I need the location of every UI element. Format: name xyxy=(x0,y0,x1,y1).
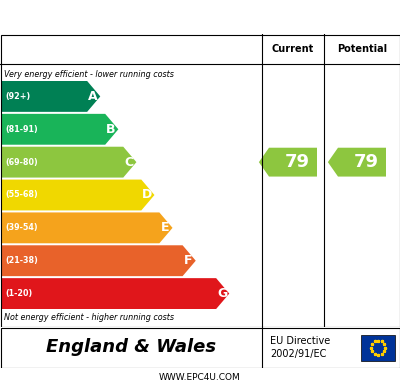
Text: (1-20): (1-20) xyxy=(5,289,32,298)
Bar xyxy=(361,334,395,360)
Polygon shape xyxy=(2,212,172,243)
Text: EU Directive: EU Directive xyxy=(270,336,330,346)
Polygon shape xyxy=(328,148,386,177)
Text: WWW.EPC4U.COM: WWW.EPC4U.COM xyxy=(159,374,241,383)
Text: (69-80): (69-80) xyxy=(5,158,38,166)
Text: (39-54): (39-54) xyxy=(5,223,38,232)
Text: B: B xyxy=(106,123,116,136)
Text: England & Wales: England & Wales xyxy=(46,338,216,357)
Polygon shape xyxy=(2,245,196,276)
Text: G: G xyxy=(217,287,227,300)
Text: Potential: Potential xyxy=(337,44,387,54)
Text: F: F xyxy=(184,254,192,267)
Text: (21-38): (21-38) xyxy=(5,256,38,265)
Text: 2002/91/EC: 2002/91/EC xyxy=(270,349,326,359)
Polygon shape xyxy=(2,147,136,178)
Polygon shape xyxy=(2,114,118,145)
Text: Very energy efficient - lower running costs: Very energy efficient - lower running co… xyxy=(4,70,174,79)
Text: E: E xyxy=(160,222,169,234)
Text: (92+): (92+) xyxy=(5,92,30,101)
Text: 79: 79 xyxy=(354,153,378,171)
Polygon shape xyxy=(2,278,229,309)
Text: (55-68): (55-68) xyxy=(5,191,38,199)
Text: (81-91): (81-91) xyxy=(5,125,38,134)
Text: Not energy efficient - higher running costs: Not energy efficient - higher running co… xyxy=(4,312,174,322)
Polygon shape xyxy=(259,148,317,177)
Text: A: A xyxy=(88,90,98,103)
Text: C: C xyxy=(124,156,133,169)
Polygon shape xyxy=(2,81,100,112)
Text: Current: Current xyxy=(272,44,314,54)
Text: D: D xyxy=(142,189,152,201)
Text: 79: 79 xyxy=(284,153,310,171)
Text: Energy Efficiency Rating: Energy Efficiency Rating xyxy=(16,8,263,26)
Polygon shape xyxy=(2,180,154,210)
